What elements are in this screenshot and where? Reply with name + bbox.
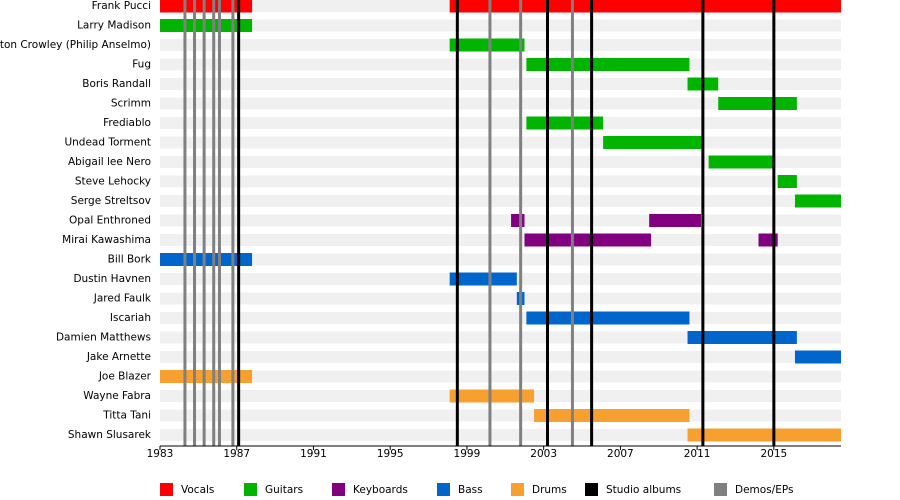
legend-swatch — [332, 483, 345, 496]
member-bar — [794, 350, 841, 364]
row-stripe — [160, 78, 841, 90]
legend-swatch — [244, 483, 257, 496]
member-bar — [718, 97, 797, 110]
member-bar — [160, 19, 253, 32]
row-stripe — [160, 234, 841, 246]
member-label: Anton Crowley (Philip Anselmo) — [0, 39, 151, 51]
row-stripe — [160, 19, 841, 32]
member-label: Bill Bork — [108, 254, 152, 266]
legend-swatch — [160, 483, 173, 496]
member-label: Abigail lee Nero — [68, 156, 151, 168]
row-stripe — [160, 175, 841, 188]
row-stripe — [160, 97, 841, 110]
member-label: Boris Randall — [82, 78, 151, 90]
member-bar — [449, 272, 517, 286]
member-bar — [160, 0, 253, 13]
member-bar — [449, 389, 535, 403]
row-stripe — [160, 195, 841, 207]
member-bar — [160, 370, 253, 383]
member-bar — [449, 0, 841, 13]
member-label: Frank Pucci — [92, 0, 151, 12]
member-label: Wayne Fabra — [83, 390, 151, 402]
row-stripe — [160, 370, 841, 383]
member-label: Fug — [132, 59, 151, 71]
member-label: Jared Faulk — [93, 293, 152, 305]
legend-swatch — [437, 483, 450, 496]
member-label: Opal Enthroned — [69, 215, 151, 227]
legend-swatch — [714, 483, 727, 496]
member-bar — [708, 155, 774, 169]
row-stripe — [160, 117, 841, 129]
legend-label: Vocals — [181, 484, 214, 496]
member-label: Scrimm — [111, 98, 151, 110]
legend-label: Keyboards — [353, 484, 408, 496]
legend-label: Drums — [532, 484, 567, 496]
member-label: Frediablo — [103, 117, 151, 129]
member-label: Iscariah — [110, 312, 151, 324]
row-stripe — [160, 351, 841, 363]
x-tick-label: 1991 — [300, 448, 327, 460]
member-label: Larry Madison — [77, 20, 151, 32]
legend-label: Demos/EPs — [735, 484, 793, 496]
row-stripe — [160, 409, 841, 422]
member-bar — [526, 116, 604, 130]
row-stripe — [160, 156, 841, 168]
x-tick-label: 1983 — [147, 448, 174, 460]
member-bar — [524, 233, 652, 247]
x-tick-label: 1999 — [454, 448, 481, 460]
member-label: Steve Lehocky — [75, 176, 151, 188]
member-bar — [794, 194, 841, 208]
row-stripe — [160, 253, 841, 266]
member-bar — [687, 331, 797, 344]
member-bar — [687, 428, 841, 442]
legend-swatch — [585, 483, 598, 496]
x-tick-label: 2011 — [684, 448, 711, 460]
legend-label: Studio albums — [606, 484, 681, 496]
row-stripe — [160, 58, 841, 71]
x-tick-label: 1987 — [223, 448, 250, 460]
member-bar — [526, 311, 690, 325]
member-bar — [160, 253, 253, 266]
x-tick-label: 2007 — [607, 448, 634, 460]
member-label: Mirai Kawashima — [62, 234, 151, 246]
member-label: Serge Streltsov — [71, 195, 151, 207]
member-bar — [777, 175, 797, 188]
row-stripe — [160, 312, 841, 324]
row-stripe — [160, 214, 841, 227]
member-bar — [526, 58, 690, 71]
member-label: Damien Matthews — [56, 332, 151, 344]
x-tick-label: 2003 — [530, 448, 557, 460]
member-label: Undead Torment — [64, 137, 151, 149]
member-label: Titta Tani — [102, 410, 151, 422]
member-bar — [603, 136, 703, 149]
x-tick-label: 1995 — [377, 448, 404, 460]
legend-swatch — [511, 483, 524, 496]
row-stripe — [160, 429, 841, 441]
member-bar — [649, 214, 701, 227]
legend-label: Bass — [458, 484, 483, 496]
row-stripe — [160, 331, 841, 344]
legend-label: Guitars — [265, 484, 303, 496]
member-bar — [449, 38, 525, 52]
member-bar — [511, 214, 525, 227]
member-label: Dustin Havnen — [73, 273, 151, 285]
member-label: Joe Blazer — [98, 371, 152, 383]
x-tick-label: 2015 — [760, 448, 787, 460]
row-stripe — [160, 136, 841, 149]
member-label: Jake Arnette — [86, 351, 151, 363]
member-label: Shawn Slusarek — [68, 429, 152, 441]
member-bar — [534, 409, 690, 422]
row-stripe — [160, 292, 841, 305]
